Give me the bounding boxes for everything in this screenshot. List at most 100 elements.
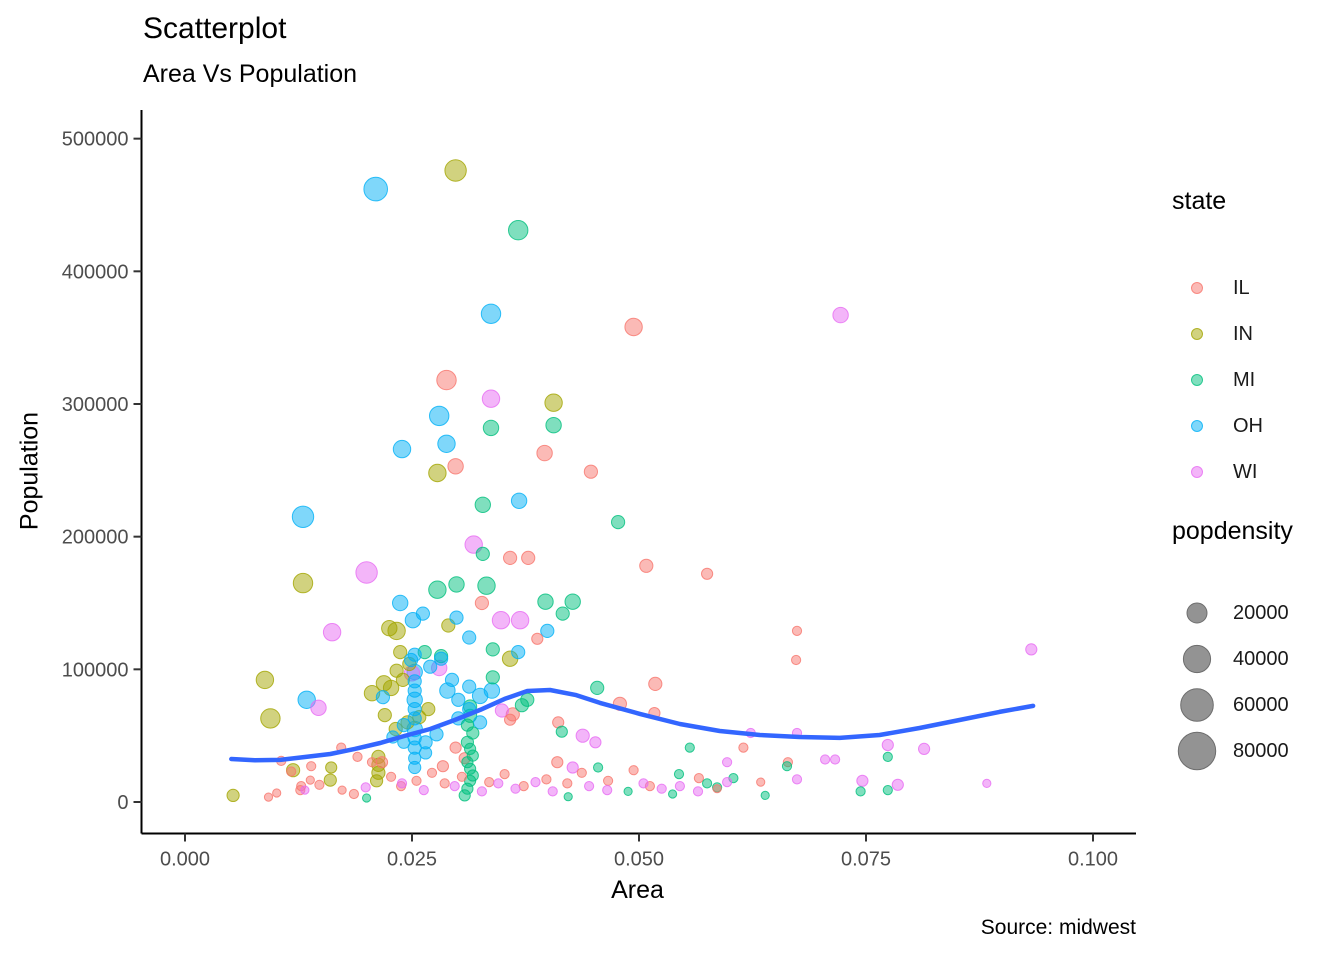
data-point-IL bbox=[503, 550, 518, 566]
legend-state-item-OH: OH bbox=[1172, 403, 1344, 449]
x-tick-label: 0.075 bbox=[841, 849, 891, 871]
data-point-WI bbox=[510, 611, 530, 630]
data-point-WI bbox=[491, 611, 511, 630]
legend-key-dot bbox=[1172, 368, 1222, 392]
data-point-OH bbox=[434, 651, 449, 666]
data-point-IL bbox=[624, 317, 643, 337]
data-point-IL bbox=[366, 757, 378, 768]
data-point-IL bbox=[286, 766, 297, 777]
legend-key-dot bbox=[1172, 414, 1222, 438]
data-point-OH bbox=[297, 690, 316, 709]
data-point-IL bbox=[411, 775, 422, 786]
data-point-IL bbox=[576, 767, 587, 778]
data-point-IL bbox=[603, 775, 614, 786]
data-point-IN bbox=[255, 670, 275, 690]
data-point-WI bbox=[449, 781, 460, 792]
legend-popdensity-item-20000: 20000 bbox=[1172, 590, 1344, 636]
data-point-MI bbox=[508, 220, 529, 241]
data-point-IL bbox=[639, 558, 654, 573]
x-axis-title: Area bbox=[611, 876, 664, 904]
y-tick-label: 300000 bbox=[62, 394, 129, 416]
data-point-WI bbox=[566, 761, 579, 774]
data-point-IN bbox=[393, 645, 408, 660]
data-point-IL bbox=[436, 760, 449, 773]
data-point-IL bbox=[375, 756, 389, 769]
data-point-IN bbox=[226, 788, 240, 803]
data-point-OH bbox=[483, 682, 501, 699]
data-point-MI bbox=[474, 496, 491, 513]
data-point-WI bbox=[674, 781, 686, 792]
data-point-IL bbox=[314, 779, 325, 790]
data-point-MI bbox=[668, 789, 678, 799]
data-point-WI bbox=[656, 783, 667, 794]
data-point-MI bbox=[623, 786, 633, 797]
data-point-OH bbox=[462, 630, 477, 645]
data-point-WI bbox=[481, 389, 501, 408]
legend-popdensity-item-40000: 40000 bbox=[1172, 636, 1344, 682]
data-point-IL bbox=[738, 742, 749, 753]
data-point-IL bbox=[386, 771, 397, 782]
data-point-MI bbox=[611, 515, 626, 530]
legend-state-label: WI bbox=[1233, 460, 1258, 483]
data-point-IL bbox=[628, 765, 639, 776]
legend-state-item-MI: MI bbox=[1172, 357, 1344, 403]
data-point-IL bbox=[352, 751, 363, 763]
data-point-IL bbox=[583, 464, 599, 479]
data-point-MI bbox=[545, 417, 562, 434]
data-point-IL bbox=[337, 785, 347, 795]
data-point-OH bbox=[480, 303, 502, 324]
data-point-IN bbox=[381, 620, 398, 637]
legend-state-items: IL IN MI OH WI bbox=[1172, 265, 1344, 495]
data-point-IN bbox=[544, 393, 563, 412]
data-point-WI bbox=[881, 738, 894, 752]
data-point-IL bbox=[701, 567, 714, 580]
data-point-MI bbox=[555, 725, 568, 738]
data-point-WI bbox=[891, 778, 904, 791]
data-point-MI bbox=[485, 670, 500, 685]
legend-state-item-IN: IN bbox=[1172, 311, 1344, 357]
data-point-MI bbox=[362, 793, 372, 803]
data-point-IN bbox=[395, 672, 410, 688]
data-point-IL bbox=[791, 625, 803, 637]
data-point-MI bbox=[555, 606, 570, 621]
data-point-OH bbox=[291, 505, 315, 528]
data-point-MI bbox=[702, 778, 713, 789]
data-point-IL bbox=[263, 792, 274, 802]
legend-key-dot bbox=[1172, 276, 1222, 300]
data-point-OH bbox=[473, 715, 488, 730]
y-tick-label: 100000 bbox=[62, 659, 129, 681]
data-point-MI bbox=[477, 576, 496, 595]
legend-state-label: IL bbox=[1233, 276, 1250, 299]
legend-key-size-circle bbox=[1172, 729, 1222, 773]
data-point-IL bbox=[521, 550, 536, 566]
data-point-WI bbox=[547, 786, 558, 797]
data-point-IL bbox=[484, 777, 495, 788]
data-point-IL bbox=[541, 774, 552, 785]
legend-popdensity-label: 40000 bbox=[1233, 647, 1289, 670]
x-tick-label: 0.025 bbox=[387, 849, 437, 871]
data-point-WI bbox=[638, 778, 649, 789]
x-tick-label: 0.100 bbox=[1068, 849, 1118, 871]
legend-state-item-IL: IL bbox=[1172, 265, 1344, 311]
data-point-IL bbox=[348, 788, 359, 800]
data-point-IL bbox=[449, 741, 462, 754]
data-point-OH bbox=[462, 679, 477, 694]
data-point-WI bbox=[832, 306, 849, 324]
data-point-MI bbox=[882, 785, 893, 796]
data-point-IL bbox=[756, 777, 766, 787]
data-point-IN bbox=[325, 761, 338, 774]
data-point-MI bbox=[482, 419, 500, 437]
data-point-IN bbox=[260, 708, 281, 729]
data-point-IL bbox=[272, 788, 282, 798]
legend-popdensity-item-80000: 80000 bbox=[1172, 728, 1344, 774]
data-point-WI bbox=[494, 703, 509, 718]
legend-popdensity-items: 20000 40000 60000 80000 bbox=[1172, 590, 1344, 774]
data-point-IN bbox=[375, 675, 393, 692]
legend-state: state IL IN MI OH WI bbox=[1172, 186, 1344, 495]
data-point-WI bbox=[360, 782, 371, 793]
data-point-OH bbox=[449, 610, 464, 625]
data-point-WI bbox=[820, 754, 831, 765]
data-point-OH bbox=[392, 594, 409, 612]
data-point-WI bbox=[530, 777, 541, 788]
